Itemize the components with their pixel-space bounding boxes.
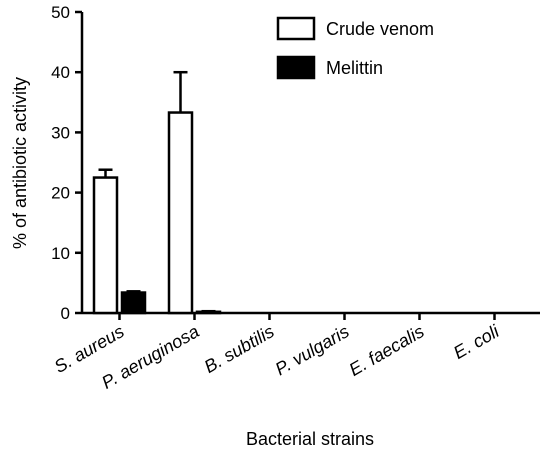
axes — [80, 12, 540, 315]
y-tick-label: 0 — [61, 304, 70, 323]
y-tick-label: 50 — [51, 3, 70, 22]
y-tick-label: 20 — [51, 184, 70, 203]
x-tick-label: E. coli — [450, 321, 503, 363]
x-tick-label: B. subtilis — [201, 321, 278, 377]
x-tick-label: P. vulgaris — [272, 321, 353, 379]
bar-melittin — [120, 291, 147, 315]
legend: Crude venom Melittin — [276, 16, 434, 80]
x-tick-label: E. faecalis — [346, 321, 428, 380]
y-axis-label: % of antibiotic activity — [10, 77, 30, 249]
y-tick-label: 10 — [51, 244, 70, 263]
bars — [92, 70, 222, 315]
y-tick-label: 40 — [51, 63, 70, 82]
y-tick-label: 30 — [51, 123, 70, 142]
x-axis-label: Bacterial strains — [246, 429, 374, 449]
legend-label-crude-venom: Crude venom — [326, 19, 434, 39]
legend-swatch-melittin — [276, 55, 316, 80]
legend-swatch-crude-venom — [276, 16, 316, 41]
bar-crude-venom — [167, 111, 194, 315]
y-ticks: 0 10 20 30 40 50 — [51, 3, 82, 323]
legend-label-melittin: Melittin — [326, 58, 383, 78]
bar-crude-venom — [92, 176, 119, 315]
